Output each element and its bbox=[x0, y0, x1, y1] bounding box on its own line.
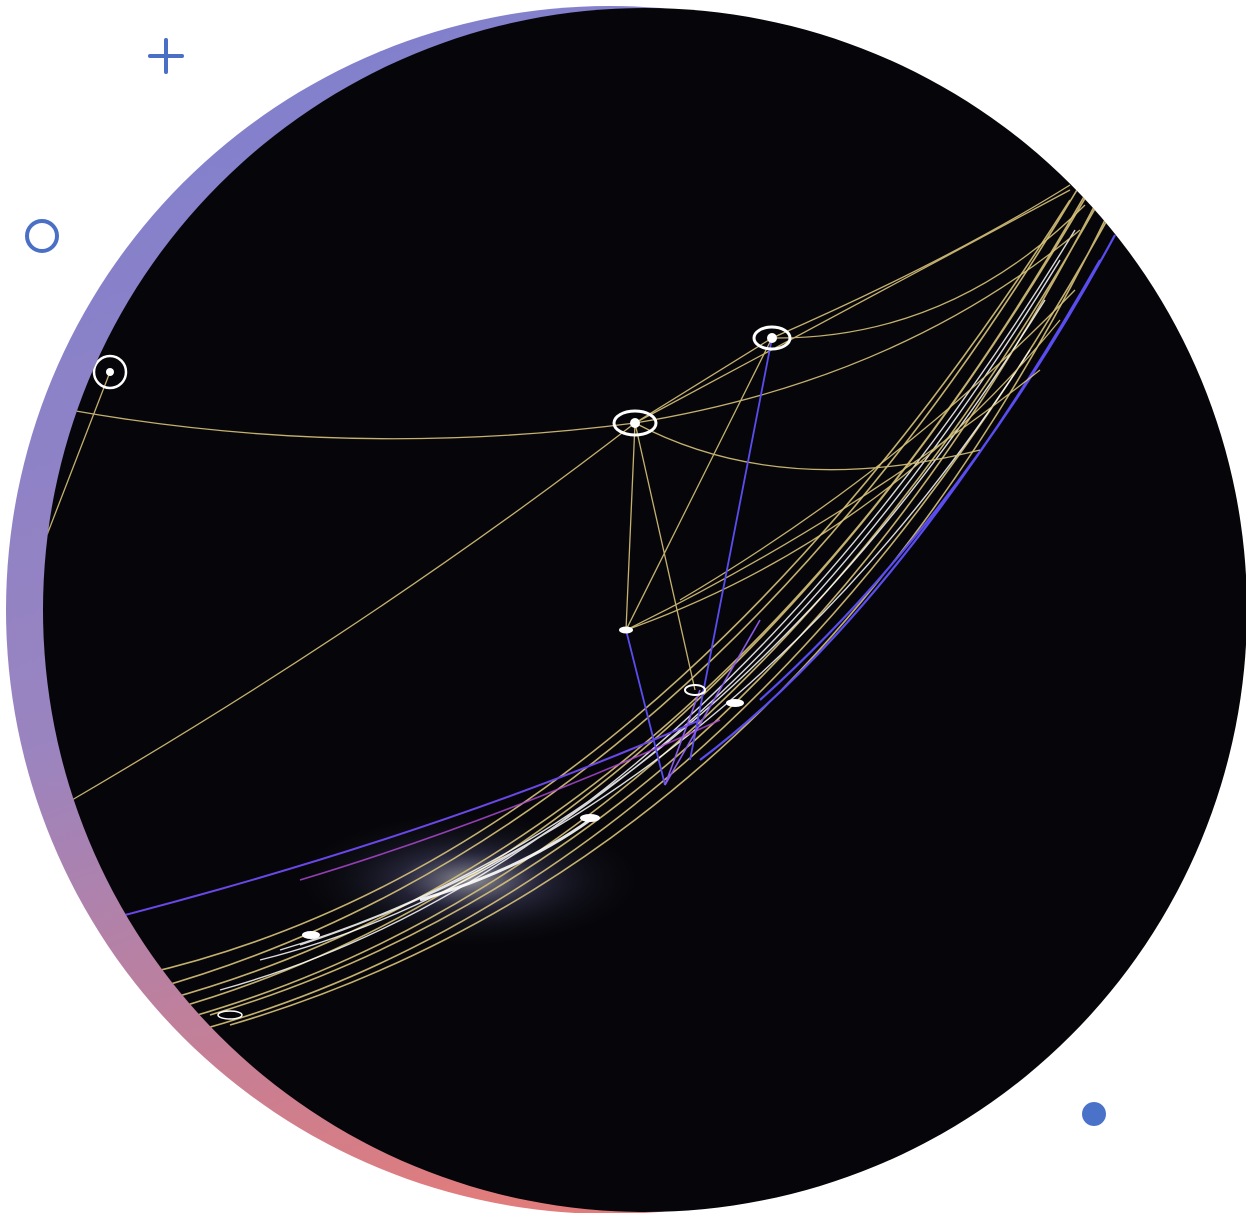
network-arcs bbox=[44, 184, 1116, 1031]
globe-disc bbox=[43, 8, 1246, 1212]
dot-icon bbox=[1082, 1102, 1106, 1126]
plus-icon bbox=[148, 38, 184, 74]
network-nodes bbox=[92, 325, 792, 1020]
ring-icon bbox=[25, 219, 59, 253]
